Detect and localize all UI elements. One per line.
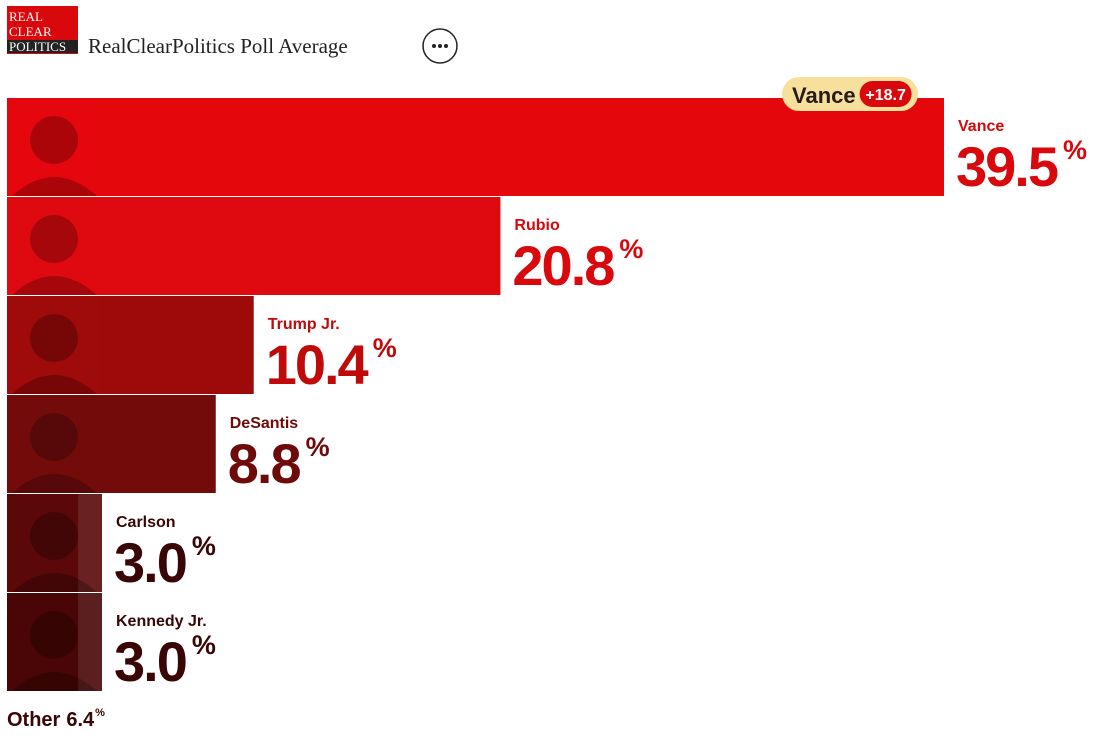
value-suffix: %	[373, 333, 397, 363]
other-value: 6.4	[66, 709, 95, 731]
portrait-head	[30, 116, 78, 164]
portrait-body	[12, 375, 97, 394]
value-label: 3.0	[114, 630, 186, 693]
dot	[438, 44, 442, 48]
value-suffix: %	[1063, 135, 1087, 165]
portrait-bg	[7, 197, 102, 295]
other-name: Other	[7, 709, 61, 731]
lead-value: +18.7	[865, 87, 906, 104]
candidate-name: Rubio	[514, 217, 560, 234]
portrait-bg	[7, 296, 102, 394]
portrait-head	[30, 611, 78, 659]
dot	[444, 44, 448, 48]
portrait-head	[30, 413, 78, 461]
portrait-body	[12, 474, 97, 493]
value-suffix: %	[306, 432, 330, 462]
candidate-name: DeSantis	[230, 415, 299, 432]
value-suffix: %	[192, 531, 216, 561]
logo-text: CLEAR	[9, 24, 52, 39]
logo-band	[7, 40, 78, 53]
portrait-bg	[7, 98, 102, 196]
candidate-name: Kennedy Jr.	[116, 613, 207, 630]
dot	[432, 44, 436, 48]
portrait-body	[12, 672, 97, 691]
value-suffix: %	[192, 630, 216, 660]
value-suffix: %	[619, 234, 643, 264]
lead-name: Vance	[792, 83, 856, 108]
portrait-body	[12, 573, 97, 592]
logo-text: REAL	[9, 9, 43, 24]
value-label: 39.5	[956, 135, 1058, 198]
more-button[interactable]	[422, 28, 458, 64]
portrait-bg	[7, 593, 102, 691]
portrait-body	[12, 177, 97, 196]
portrait-head	[30, 512, 78, 560]
portrait-head	[30, 215, 78, 263]
lead-badge: Vance +18.7	[782, 77, 918, 111]
bar	[7, 98, 944, 196]
value-label: 20.8	[512, 234, 614, 297]
candidate-name: Vance	[958, 118, 1004, 135]
value-label: 8.8	[228, 432, 301, 495]
portrait-bg	[7, 395, 102, 493]
portrait-head	[30, 314, 78, 362]
chart-title: RealClearPolitics Poll Average	[88, 34, 348, 58]
lead-value-bg	[859, 81, 912, 107]
candidate-name: Trump Jr.	[268, 316, 340, 333]
portrait-body	[12, 276, 97, 295]
logo-text: POLITICS	[9, 39, 66, 54]
value-label: 3.0	[114, 531, 186, 594]
other-suffix: %	[95, 707, 105, 719]
value-label: 10.4	[266, 333, 369, 396]
candidate-name: Carlson	[116, 514, 176, 531]
portrait-bg	[7, 494, 102, 592]
